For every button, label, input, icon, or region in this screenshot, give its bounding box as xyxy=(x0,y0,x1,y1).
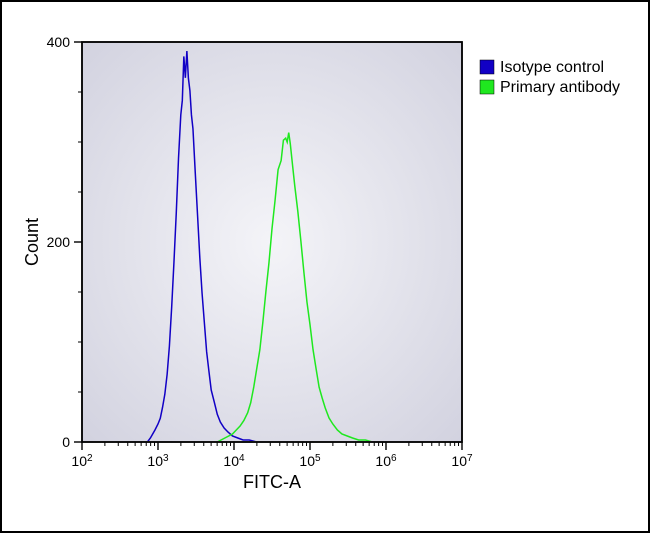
x-tick-label: 107 xyxy=(451,453,473,470)
legend-label-0: Isotype control xyxy=(500,59,604,76)
x-axis-label: FITC-A xyxy=(243,472,301,492)
y-tick-label: 400 xyxy=(47,34,71,50)
y-tick-label: 0 xyxy=(62,434,70,450)
y-tick-label: 200 xyxy=(47,234,71,250)
legend-swatch-1 xyxy=(480,80,494,94)
chart-container: 102 103 104 105 106 107 FITC-A 0 200 400 Count Isot… xyxy=(12,12,640,522)
x-tick-label: 106 xyxy=(375,453,397,470)
x-tick-label: 102 xyxy=(71,453,93,470)
chart-svg: 102 103 104 105 106 107 FITC-A 0 200 400 Count Isot… xyxy=(12,12,640,522)
x-tick-label: 104 xyxy=(223,453,245,470)
x-tick-label: 103 xyxy=(147,453,169,470)
x-tick-label: 105 xyxy=(299,453,321,470)
y-axis-label: Count xyxy=(22,218,42,266)
legend-swatch-0 xyxy=(480,60,494,74)
legend-label-1: Primary antibody xyxy=(500,79,620,96)
plot-area xyxy=(82,42,462,442)
flow-cytometry-histogram-figure: 102 103 104 105 106 107 FITC-A 0 200 400 Count Isot… xyxy=(0,0,650,533)
